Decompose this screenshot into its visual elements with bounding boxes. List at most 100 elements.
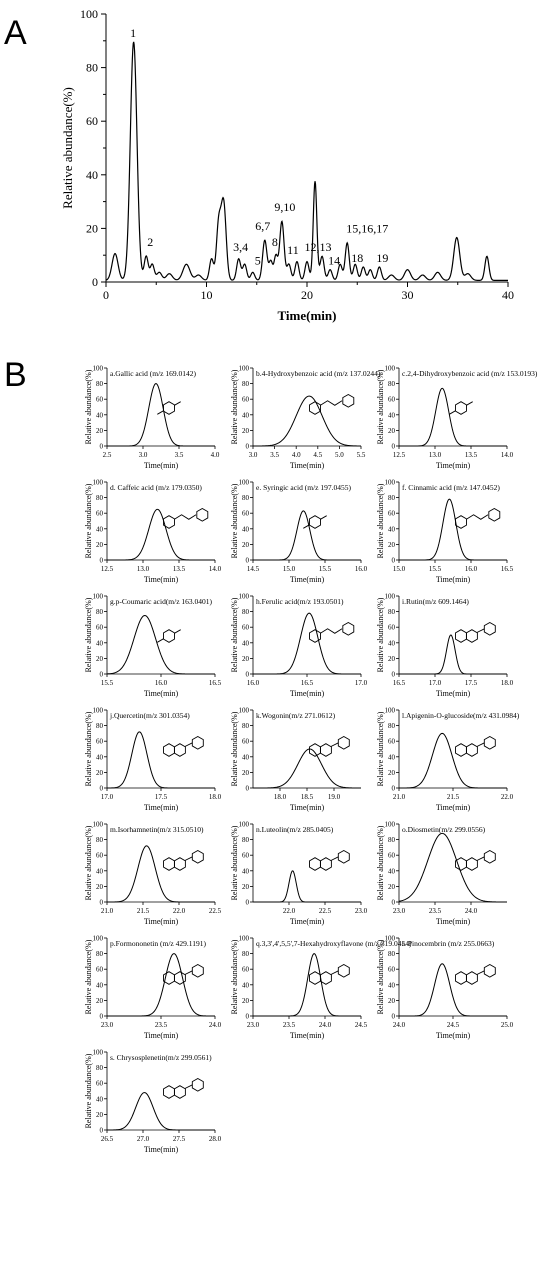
y-tick-label: 0 [392, 899, 396, 907]
y-tick-label: 80 [96, 494, 104, 502]
x-tick-label: 13.5 [465, 451, 478, 459]
molecule-structure-icon [157, 629, 181, 643]
peak-label: 19 [376, 251, 388, 265]
y-tick-label: 0 [100, 785, 104, 793]
y-axis-title: Relative abundance(%) [376, 711, 385, 786]
eic-panel-m [104, 823, 216, 905]
phenyl-ring-icon [483, 735, 496, 750]
eic-panel-q [250, 937, 362, 1019]
y-tick-label: 60 [388, 852, 396, 860]
panel-label-b: B [4, 356, 27, 394]
x-axis-title: Time(min) [436, 917, 471, 926]
y-tick-label: 40 [388, 867, 396, 875]
y-tick-label: 80 [388, 950, 396, 958]
molecule-structure-icon [163, 963, 204, 985]
x-tick-label: 24.0 [393, 1021, 406, 1029]
y-tick-label: 20 [96, 769, 104, 777]
y-tick-label: 20 [388, 769, 396, 777]
x-tick-label: 18.0 [209, 793, 222, 801]
y-tick-label: 100 [93, 479, 104, 487]
x-tick-label: 28.0 [209, 1135, 222, 1143]
ring-icon [173, 1085, 186, 1099]
eic-panel-f [396, 481, 508, 563]
x-axis-title: Time(min) [144, 461, 179, 470]
eic-title: h.Ferulic acid(m/z 193.0501) [256, 597, 344, 606]
x-tick-label: 16.0 [355, 565, 368, 573]
x-tick-label: 24.0 [465, 907, 478, 915]
y-tick-label: 0 [392, 671, 396, 679]
molecule-structure-icon [309, 393, 355, 415]
eic-title: r. Pinocembrin (m/z 255.0663) [402, 939, 495, 948]
panel-label-a: A [4, 14, 27, 52]
eic-panel-k [250, 709, 361, 791]
y-axis-title: Relative abundance(%) [376, 483, 385, 558]
y-tick-label: 80 [96, 1064, 104, 1072]
eic-panel-a [104, 367, 216, 449]
x-tick-label: 17.5 [155, 793, 168, 801]
peak-label: 8 [272, 235, 278, 249]
y-tick-label: 60 [242, 510, 250, 518]
x-axis-title: Time(min) [436, 689, 471, 698]
x-tick-label: 13.0 [429, 451, 442, 459]
x-tick-label: 19.0 [328, 793, 341, 801]
y-tick-label: 40 [96, 1095, 104, 1103]
eic-trace [399, 634, 507, 675]
molecule-structure-icon [455, 735, 496, 757]
eic-trace [253, 748, 361, 789]
y-tick-label: 100 [385, 365, 396, 373]
bond-icon [330, 742, 339, 747]
benzene-ring-icon [163, 401, 175, 415]
bond-icon [476, 742, 485, 747]
y-axis-title: Relative abundance(%) [84, 369, 93, 444]
y-tick-label: 0 [100, 1127, 104, 1135]
y-tick-label: 40 [96, 525, 104, 533]
peak-label: 12,13 [305, 240, 332, 254]
y-tick-label: 60 [242, 624, 250, 632]
x-tick-label: 12.5 [101, 565, 114, 573]
x-axis-title: Time(min) [436, 803, 471, 812]
x-tick-label: 3.0 [249, 451, 258, 459]
benzene-ring-icon [309, 515, 321, 529]
x-axis-title: Time(min) [144, 689, 179, 698]
x-tick-label: 24.0 [319, 1021, 332, 1029]
x-axis-title: Time(min) [144, 575, 179, 584]
y-tick-label: 100 [239, 821, 250, 829]
x-tick-label: 22.0 [283, 907, 296, 915]
eic-trace [253, 953, 361, 1017]
bond-icon [330, 856, 339, 861]
y-tick-label: 0 [392, 557, 396, 565]
x-tick-label: 0 [103, 288, 109, 302]
molecule-structure-icon [309, 849, 350, 871]
eic-panel-p [104, 937, 216, 1019]
y-tick-label: 100 [239, 707, 250, 715]
x-tick-label: 3.5 [270, 451, 279, 459]
benzene-ring-icon [455, 515, 467, 529]
x-axis-title: Time(min) [436, 1031, 471, 1040]
benzene-ring-icon [455, 857, 467, 871]
side-chain-icon [466, 514, 489, 520]
molecule-structure-icon [455, 963, 496, 985]
eic-title: c.2,4-Dihydroxybenzoic acid (m/z 153.019… [402, 369, 538, 378]
y-tick-label: 40 [242, 639, 250, 647]
eic-title: j.Quercetin(m/z 301.0354) [109, 711, 190, 720]
y-tick-label: 80 [242, 950, 250, 958]
y-tick-label: 0 [246, 557, 250, 565]
y-tick-label: 60 [242, 852, 250, 860]
y-tick-label: 40 [388, 981, 396, 989]
y-tick-label: 20 [388, 541, 396, 549]
peak-label: 15,16,17 [346, 221, 388, 235]
benzene-ring-icon [163, 743, 175, 757]
y-tick-label: 20 [96, 541, 104, 549]
y-tick-label: 100 [93, 1049, 104, 1057]
y-tick-label: 100 [93, 707, 104, 715]
y-tick-label: 40 [96, 753, 104, 761]
benzene-ring-icon [163, 515, 175, 529]
benzene-ring-icon [455, 401, 467, 415]
eic-trace [253, 870, 361, 903]
y-tick-label: 60 [242, 738, 250, 746]
phenyl-ring-icon [337, 963, 350, 978]
benzene-ring-icon [455, 971, 467, 985]
y-tick-label: 80 [96, 836, 104, 844]
y-axis-title: Relative abundance(%) [376, 369, 385, 444]
ring-icon [342, 393, 355, 408]
